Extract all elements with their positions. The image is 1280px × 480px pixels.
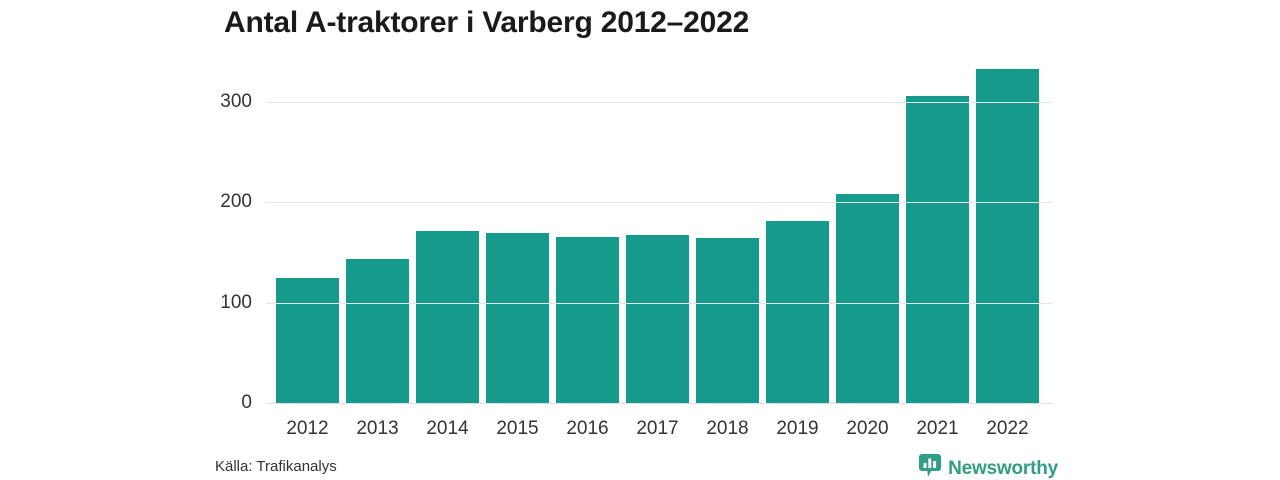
bar-group[interactable] — [836, 60, 899, 403]
x-tick-label-2015: 2015 — [496, 418, 539, 439]
bar-2021[interactable] — [906, 96, 969, 403]
page-title: Antal A-traktorer i Varberg 2012–2022 — [224, 6, 750, 39]
gridline-300: 300 — [220, 91, 1052, 112]
x-tick-label-2012: 2012 — [286, 418, 329, 439]
newsworthy-pin-bar-chart-icon — [919, 454, 942, 480]
x-tick-label-2013: 2013 — [356, 418, 399, 439]
y-tick-label: 200 — [220, 191, 252, 213]
x-tick-label-2014: 2014 — [426, 418, 469, 439]
bar-2012[interactable] — [276, 277, 339, 403]
y-tick-label: 300 — [220, 91, 252, 113]
bar-2015[interactable] — [486, 232, 549, 403]
gridline-100: 100 — [220, 292, 1052, 313]
bar-series — [276, 60, 1046, 403]
bar-group[interactable] — [416, 60, 479, 403]
bar-2017[interactable] — [626, 234, 689, 403]
bar-2022[interactable] — [976, 69, 1039, 403]
bar-group[interactable] — [696, 60, 759, 403]
newsworthy-logo[interactable]: Newsworthy — [919, 454, 1058, 480]
x-tick-label-2017: 2017 — [636, 418, 679, 439]
plot-area: 0 100 200 300 — [220, 60, 1052, 413]
gridline-0: 0 — [241, 392, 1052, 413]
x-tick-label-2018: 2018 — [706, 418, 749, 439]
bar-group[interactable] — [976, 60, 1039, 403]
newsworthy-wordmark: Newsworthy — [948, 457, 1058, 479]
x-tick-label-2022: 2022 — [986, 418, 1029, 439]
bar-2019[interactable] — [766, 221, 829, 403]
y-tick-label: 0 — [241, 392, 252, 413]
bar-group[interactable] — [626, 60, 689, 403]
bar-group[interactable] — [346, 60, 409, 403]
source-note: Källa: Trafikanalys — [215, 458, 337, 475]
x-tick-label-2019: 2019 — [776, 418, 819, 439]
x-tick-label-2016: 2016 — [566, 418, 609, 439]
gridline-200: 200 — [220, 191, 1052, 212]
x-tick-label-2020: 2020 — [846, 418, 889, 439]
bar-group[interactable] — [906, 60, 969, 403]
bar-group[interactable] — [766, 60, 829, 403]
bar-2020[interactable] — [836, 194, 899, 403]
bar-group[interactable] — [556, 60, 619, 403]
x-tick-label-2021: 2021 — [916, 418, 959, 439]
bar-2014[interactable] — [416, 230, 479, 403]
bar-2018[interactable] — [696, 237, 759, 403]
bar-group[interactable] — [486, 60, 549, 403]
bar-2016[interactable] — [556, 236, 619, 403]
bar-group[interactable] — [276, 60, 339, 403]
bar-2013[interactable] — [346, 258, 409, 403]
y-tick-label: 100 — [220, 291, 252, 313]
x-axis: 2012 2013 2014 2015 2016 2017 2018 2019 2020 2021… — [276, 418, 1046, 440]
